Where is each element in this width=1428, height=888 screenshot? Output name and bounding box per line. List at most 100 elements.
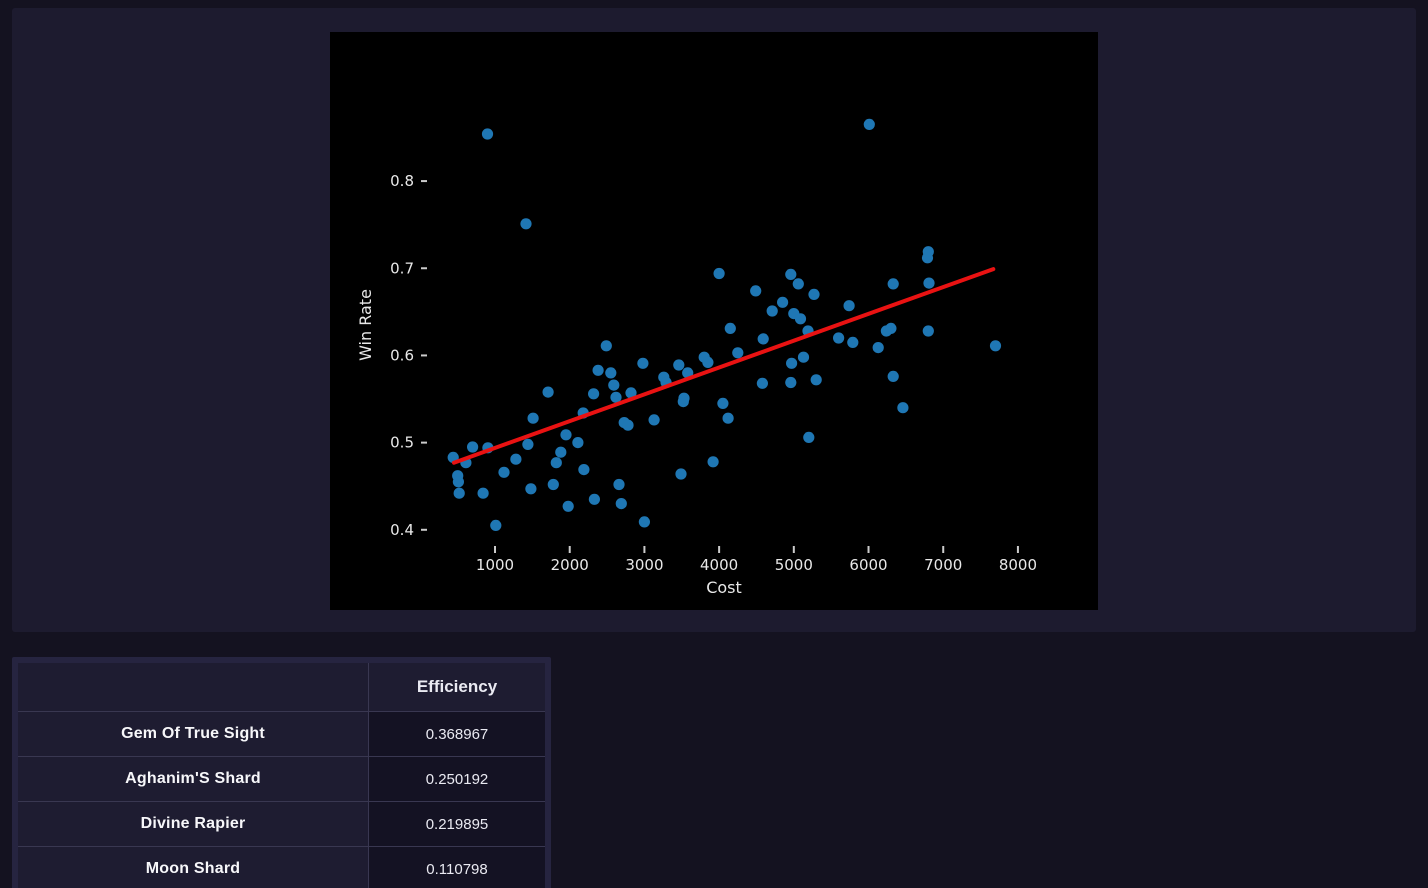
scatter-point: [605, 367, 617, 379]
scatter-point: [885, 322, 897, 334]
scatter-point: [578, 464, 590, 476]
scatter-point: [785, 268, 797, 280]
scatter-point: [547, 478, 559, 491]
item-name-cell: Aghanim'S Shard: [18, 757, 368, 801]
y-tick-label: 0.8: [390, 172, 414, 190]
item-name-cell: Moon Shard: [18, 847, 368, 888]
scatter-point: [481, 128, 494, 140]
x-tick-label: 2000: [551, 556, 589, 574]
scatter-point: [921, 252, 934, 264]
x-tick-label: 8000: [999, 556, 1037, 574]
win-rate-vs-cost-chart: 0.4 0.5 0.6 0.7 0.8 1000 2000 3000 4000 5000 6000 7…: [330, 32, 1098, 610]
scatter-point: [722, 412, 734, 424]
scatter-point: [572, 437, 584, 449]
scatter-point: [732, 347, 744, 359]
scatter-point: [615, 498, 627, 510]
scatter-point: [750, 285, 762, 297]
scatter-point: [490, 519, 502, 531]
scatter-point: [467, 441, 479, 453]
scatter-point: [989, 340, 1002, 352]
table-header-empty: [18, 663, 368, 711]
scatter-point: [808, 288, 820, 300]
scatter-point: [622, 419, 634, 431]
scatter-point: [678, 392, 690, 404]
y-tick-label: 0.4: [390, 521, 414, 539]
efficiency-value-cell: 0.250192: [369, 757, 545, 801]
scatter-point: [625, 387, 637, 399]
scatter-point: [542, 386, 554, 398]
scatter-point: [797, 351, 810, 363]
scatter-point: [637, 357, 649, 369]
scatter-point: [872, 342, 884, 354]
scatter-point: [648, 414, 660, 426]
scatter-point: [777, 296, 789, 308]
chart-panel: 0.4 0.5 0.6 0.7 0.8 1000 2000 3000 4000 5000 6000 7…: [12, 8, 1416, 632]
scatter-point: [555, 446, 567, 458]
scatter-point: [887, 370, 899, 382]
scatter-point: [833, 332, 845, 344]
efficiency-value-cell: 0.368967: [369, 712, 545, 756]
x-tick-label: 5000: [775, 556, 813, 574]
scatter-point: [794, 313, 807, 325]
scatter-point: [600, 340, 612, 352]
scatter-point: [588, 388, 600, 400]
scatter-point: [887, 278, 899, 290]
scatter-point: [756, 377, 768, 389]
scatter-point: [803, 431, 815, 443]
item-name-cell: Divine Rapier: [18, 802, 368, 846]
scatter-point: [560, 429, 572, 441]
scatter-point: [550, 457, 562, 469]
scatter-point: [717, 397, 729, 409]
x-tick-label: 6000: [849, 556, 887, 574]
scatter-point: [588, 493, 600, 505]
scatter-point: [477, 487, 489, 499]
scatter-point: [453, 487, 465, 499]
scatter-point: [702, 356, 714, 368]
table-header-efficiency: Efficiency: [369, 663, 545, 711]
scatter-point: [766, 305, 778, 317]
scatter-point: [847, 336, 859, 348]
x-tick-label: 3000: [625, 556, 663, 574]
scatter-point: [613, 478, 625, 491]
scatter-point: [792, 278, 804, 290]
scatter-point: [562, 500, 574, 512]
scatter-point: [675, 468, 687, 480]
scatter-point: [525, 483, 537, 495]
efficiency-value-cell: 0.219895: [369, 802, 545, 846]
trend-line: [451, 267, 996, 465]
scatter-point: [510, 453, 522, 465]
efficiency-table: Efficiency Gem Of True Sight 0.368967 Agha…: [18, 663, 545, 888]
scatter-point: [707, 456, 719, 468]
x-tick-label: 7000: [924, 556, 962, 574]
x-axis-label: Cost: [706, 578, 742, 597]
scatter-point: [843, 300, 855, 312]
y-axis-label: Win Rate: [356, 289, 375, 361]
y-tick-label: 0.5: [390, 434, 414, 452]
scatter-point: [785, 376, 797, 389]
scatter-point: [897, 402, 909, 414]
scatter-point: [724, 322, 736, 334]
scatter-point: [713, 267, 725, 280]
scatter-point: [608, 379, 620, 391]
scatter-point: [757, 333, 769, 345]
scatter-point: [923, 277, 935, 289]
y-tick-label: 0.6: [390, 346, 414, 364]
efficiency-table-card: Efficiency Gem Of True Sight 0.368967 Agha…: [12, 657, 551, 888]
scatter-point: [520, 218, 532, 230]
scatter-point: [638, 516, 650, 528]
scatter-point: [786, 357, 798, 369]
scatter-point: [498, 466, 510, 478]
scatter-point: [610, 391, 622, 403]
x-tick-label: 1000: [476, 556, 514, 574]
scatter-plot-svg: 0.4 0.5 0.6 0.7 0.8 1000 2000 3000 4000 5000 6000 7…: [356, 118, 1037, 597]
y-tick-label: 0.7: [390, 259, 414, 277]
x-tick-label: 4000: [700, 556, 738, 574]
scatter-point: [592, 364, 604, 376]
item-name-cell: Gem Of True Sight: [18, 712, 368, 756]
scatter-point: [522, 438, 534, 450]
scatter-point: [863, 118, 875, 130]
scatter-point: [922, 325, 934, 337]
scatter-point: [527, 412, 539, 424]
scatter-point: [810, 374, 822, 386]
efficiency-value-cell: 0.110798: [369, 847, 545, 888]
